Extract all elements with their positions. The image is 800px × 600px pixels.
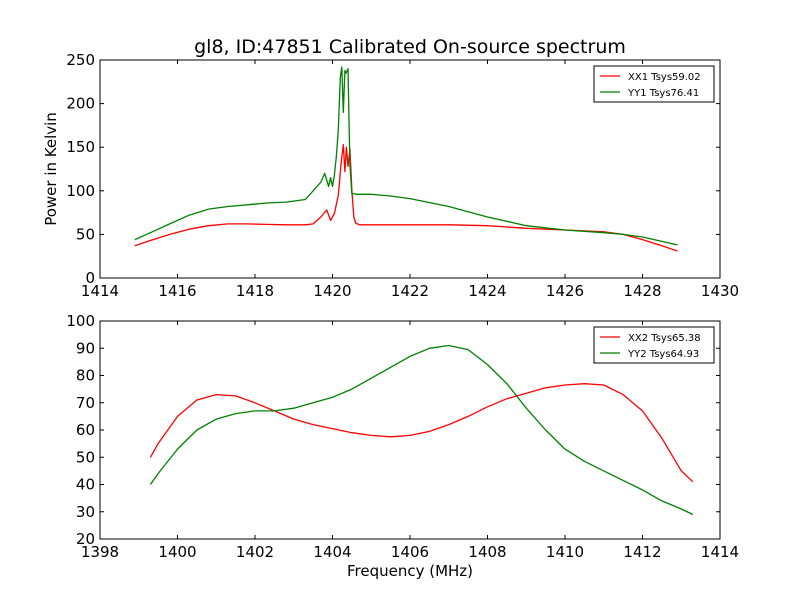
y-tick-label: 60: [76, 421, 95, 439]
chart-title: gl8, ID:47851 Calibrated On-source spect…: [194, 36, 626, 58]
series-line-2-1: [149, 383, 694, 483]
plot-panel-1: 1414 1416 1418 1420 1422 1424 1426 1428 1430 0 50 1…: [42, 51, 739, 300]
x-tick-label: 1408: [468, 543, 506, 561]
y-tick-label: 80: [76, 367, 95, 385]
series-line-1-2: [134, 66, 678, 246]
x-tick-label: 1430: [701, 282, 739, 300]
x-tick-label: 1428: [623, 282, 661, 300]
legend-label: YY2 Tsys64.93: [627, 349, 699, 360]
legend-2: XX2 Tsys65.38 YY2 Tsys64.93: [593, 326, 715, 364]
y-tick-label: 30: [76, 503, 95, 521]
x-tick-label: 1418: [236, 282, 274, 300]
x-tick-label: 1420: [313, 282, 351, 300]
y-tick-label: 70: [76, 394, 95, 412]
legend-label: XX1 Tsys59.02: [628, 72, 701, 83]
y-tick-label: 50: [76, 448, 95, 466]
series-line-2-2: [149, 344, 694, 516]
x-tick-label: 1414: [701, 543, 739, 561]
legend-box: [593, 65, 715, 103]
x-tick-label: 1426: [546, 282, 584, 300]
x-tick-label: 1410: [546, 543, 584, 561]
series-line-1-1: [134, 143, 678, 252]
x-tick-label: 1404: [313, 543, 351, 561]
y-tick-label: 200: [66, 95, 95, 113]
y-tick-label: 100: [66, 182, 95, 200]
x-tick-label: 1406: [391, 543, 429, 561]
y-axis-label: Power in Kelvin: [42, 112, 60, 226]
x-tick-label: 1416: [158, 282, 196, 300]
legend-label: YY1 Tsys76.41: [627, 88, 699, 99]
x-tick-label: 1422: [391, 282, 429, 300]
x-axis-label: Frequency (MHz): [347, 562, 473, 580]
y-tick-label: 100: [66, 312, 95, 330]
x-tick-label: 1424: [468, 282, 506, 300]
x-tick-label: 1400: [158, 543, 196, 561]
y-tick-label: 50: [76, 225, 95, 243]
y-tick-label: 40: [76, 476, 95, 494]
plot-panel-2: 1398 1400 1402 1404 1406 1408 1410 1412 1414 20 30…: [66, 312, 739, 580]
x-tick-label: 1414: [81, 282, 119, 300]
x-tick-label: 1398: [81, 543, 119, 561]
y-tick-label: 0: [85, 269, 95, 287]
legend-1: XX1 Tsys59.02 YY1 Tsys76.41: [593, 65, 715, 103]
x-tick-label: 1412: [623, 543, 661, 561]
y-tick-label: 20: [76, 530, 95, 548]
y-tick-label: 90: [76, 339, 95, 357]
y-tick-label: 250: [66, 51, 95, 69]
legend-label: XX2 Tsys65.38: [628, 333, 701, 344]
legend-box: [593, 326, 715, 364]
x-tick-label: 1402: [236, 543, 274, 561]
y-tick-label: 150: [66, 138, 95, 156]
